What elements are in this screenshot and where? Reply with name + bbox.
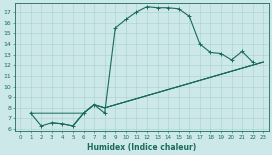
- X-axis label: Humidex (Indice chaleur): Humidex (Indice chaleur): [87, 143, 196, 152]
